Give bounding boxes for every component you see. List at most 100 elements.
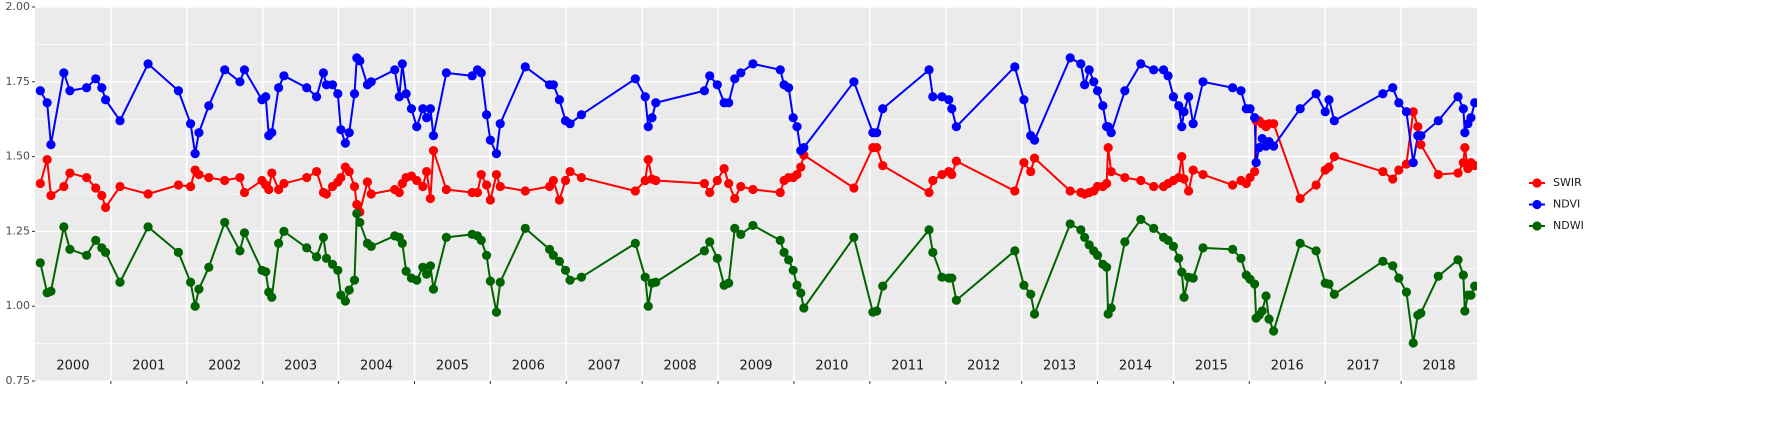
data-point	[1408, 157, 1418, 168]
data-point	[194, 284, 204, 294]
data-point	[1149, 181, 1159, 192]
year-label: 2014	[1119, 359, 1152, 374]
data-point	[849, 232, 859, 242]
data-point	[643, 122, 653, 132]
plot-marks	[35, 53, 1477, 348]
grid	[35, 6, 1477, 382]
data-point	[1228, 244, 1238, 254]
data-point	[1470, 160, 1477, 171]
data-point	[1470, 98, 1477, 108]
data-point	[1458, 270, 1468, 280]
data-point	[560, 265, 571, 275]
data-point	[327, 259, 338, 269]
data-point	[1174, 101, 1184, 111]
data-point	[712, 80, 722, 90]
data-point	[100, 95, 111, 105]
y-tick-label: 0.75	[6, 374, 31, 387]
data-point	[352, 208, 362, 219]
data-point	[264, 184, 274, 195]
data-point	[220, 175, 230, 186]
data-point	[560, 175, 571, 186]
y-tick-label: 1.75	[6, 75, 31, 88]
data-point	[1394, 165, 1404, 175]
data-point	[1329, 289, 1339, 299]
data-point	[401, 266, 411, 276]
data-point	[46, 190, 56, 201]
data-point	[1311, 89, 1321, 99]
data-point	[1261, 291, 1271, 301]
data-point	[59, 181, 69, 192]
data-point	[333, 89, 343, 99]
data-point	[1460, 143, 1470, 153]
data-point	[190, 149, 200, 159]
data-point	[1466, 290, 1476, 300]
data-point	[647, 113, 657, 123]
data-point	[944, 95, 954, 105]
data-point	[640, 272, 650, 282]
data-point	[651, 277, 661, 287]
data-point	[261, 267, 271, 277]
data-point	[520, 62, 530, 72]
data-point	[872, 128, 882, 138]
data-point	[872, 143, 882, 153]
data-point	[1408, 107, 1418, 117]
data-point	[520, 186, 530, 196]
data-point	[82, 250, 92, 260]
data-point	[401, 89, 411, 99]
data-point	[1453, 92, 1463, 102]
data-point	[327, 80, 338, 90]
data-point	[274, 184, 284, 195]
data-point	[951, 156, 961, 166]
data-point	[1010, 246, 1020, 256]
data-point	[1019, 157, 1029, 168]
data-point	[491, 307, 502, 317]
data-point	[951, 122, 961, 132]
legend-key-point	[1532, 221, 1542, 231]
data-point	[554, 256, 565, 266]
legend-label: NDVI	[1553, 198, 1580, 211]
data-point	[1416, 308, 1426, 318]
data-point	[333, 265, 343, 275]
data-point	[1295, 238, 1305, 248]
year-label: 2007	[588, 359, 621, 374]
data-point	[730, 74, 740, 84]
data-point	[220, 65, 230, 75]
data-point	[485, 135, 495, 145]
data-point	[190, 301, 200, 311]
data-point	[1198, 243, 1208, 253]
data-point	[1228, 83, 1238, 93]
data-point	[643, 301, 653, 311]
data-point	[630, 186, 640, 196]
data-point	[775, 187, 785, 198]
data-point	[204, 172, 214, 183]
y-tick-label: 2.00	[6, 0, 31, 13]
data-point	[1198, 77, 1208, 87]
data-point	[520, 223, 530, 234]
data-point	[878, 104, 888, 114]
data-point	[476, 235, 486, 245]
data-point	[46, 140, 56, 150]
y-tick-label: 1.00	[6, 299, 31, 312]
data-point	[1388, 261, 1398, 271]
data-point	[235, 246, 245, 256]
data-point	[724, 178, 734, 189]
data-point	[279, 71, 289, 81]
data-point	[418, 262, 428, 272]
data-point	[1029, 135, 1040, 145]
data-point	[1236, 86, 1246, 96]
data-point	[565, 166, 575, 177]
data-point	[302, 243, 312, 253]
data-point	[349, 181, 360, 192]
data-point	[576, 172, 587, 183]
data-point	[1433, 116, 1443, 126]
data-point	[491, 169, 502, 180]
data-point	[418, 181, 428, 192]
data-point	[796, 288, 806, 298]
data-point	[441, 68, 451, 78]
data-point	[1179, 107, 1189, 117]
data-point	[548, 250, 558, 260]
data-point	[951, 295, 961, 305]
data-point	[1401, 287, 1412, 297]
data-point	[481, 180, 492, 190]
data-point	[924, 65, 934, 75]
